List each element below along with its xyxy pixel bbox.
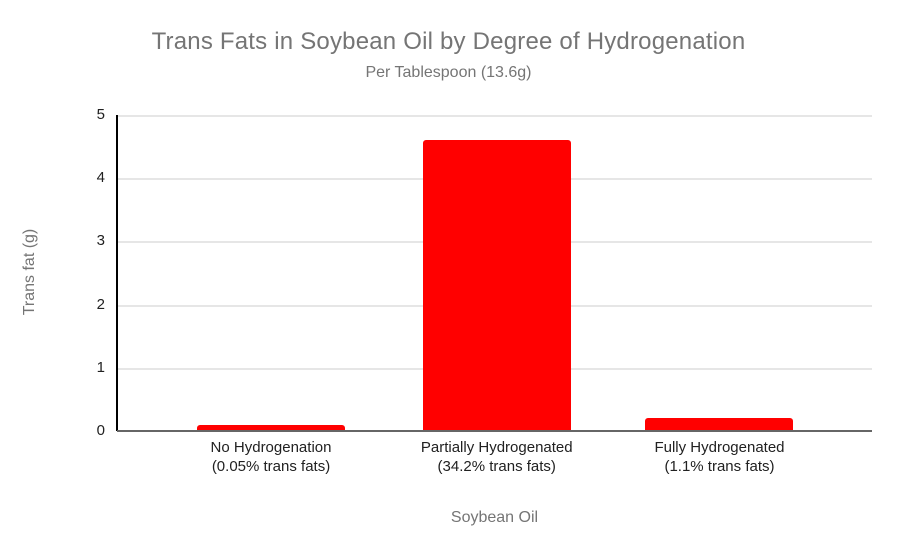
y-tick-label-1: 1: [96, 358, 105, 376]
chart-subtitle: Per Tablespoon (13.6g): [365, 64, 532, 81]
x-category-label-line1: Partially Hydrogenated: [420, 439, 573, 456]
x-category-label-line1: Fully Hydrogenated: [654, 439, 785, 456]
y-tick-label-5: 5: [96, 106, 105, 123]
x-category-label-line1: No Hydrogenation: [210, 439, 332, 456]
bar-1: [422, 140, 571, 431]
y-tick-label-2: 2: [96, 295, 105, 313]
x-category-label-2: Fully Hydrogenated (1.1% trans fats): [589, 438, 849, 476]
y-axis-line: [116, 115, 118, 431]
y-tick-label-0: 0: [96, 422, 105, 439]
bar-2: [645, 418, 794, 431]
x-category-label-0: No Hydrogenation (0.05% trans fats): [141, 438, 401, 476]
y-axis-title: Trans fat (g): [21, 228, 38, 316]
y-tick-label-3: 3: [96, 232, 105, 250]
x-category-label-line2: (34.2% trans fats): [437, 458, 556, 475]
plot-area: [116, 115, 872, 432]
x-category-label-1: Partially Hydrogenated (34.2% trans fats): [367, 438, 627, 476]
x-axis-title: Soybean Oil: [450, 509, 539, 526]
x-axis-line: [117, 430, 872, 432]
y-tick-label-4: 4: [96, 169, 105, 187]
x-category-label-line2: (1.1% trans fats): [664, 458, 775, 475]
gridline-y-5: [117, 115, 872, 117]
chart-title: Trans Fats in Soybean Oil by Degree of H…: [151, 28, 746, 55]
x-category-label-line2: (0.05% trans fats): [211, 458, 331, 475]
bar-0: [197, 424, 346, 431]
